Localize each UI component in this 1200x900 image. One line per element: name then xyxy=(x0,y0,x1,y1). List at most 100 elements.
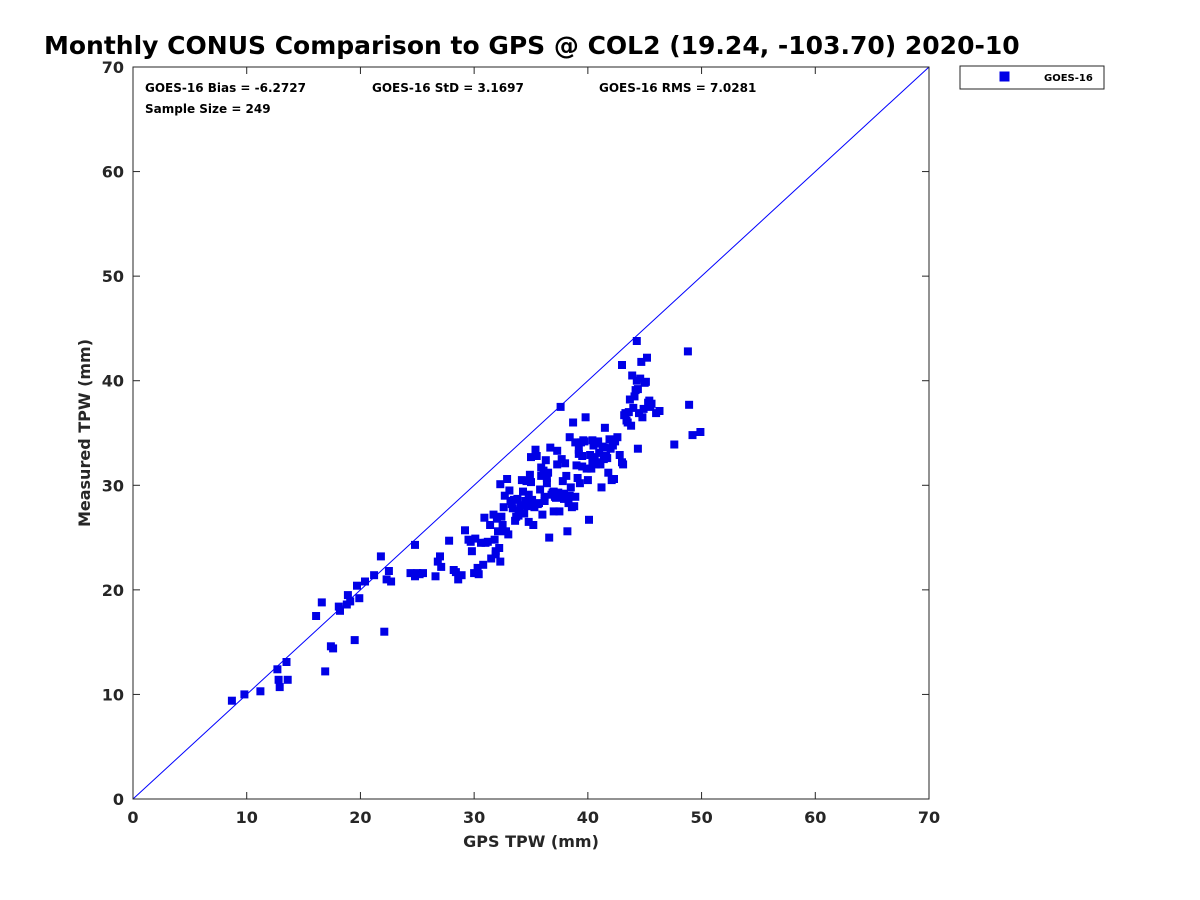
data-point xyxy=(565,433,574,442)
data-point xyxy=(355,594,364,603)
data-point xyxy=(411,540,419,549)
data-point xyxy=(637,357,646,366)
data-point xyxy=(602,452,611,460)
x-tick-label: 60 xyxy=(804,808,826,827)
stat-std: GOES-16 StD = 3.1697 xyxy=(372,81,524,95)
data-point xyxy=(274,675,283,684)
x-tick-label: 30 xyxy=(463,808,485,827)
data-point xyxy=(560,489,568,498)
data-point xyxy=(588,457,597,466)
data-point xyxy=(582,464,591,473)
data-point xyxy=(542,479,551,488)
data-point xyxy=(585,515,593,524)
data-point xyxy=(523,502,532,511)
data-point xyxy=(611,437,620,446)
data-point xyxy=(240,690,249,699)
x-axis-label: GPS TPW (mm) xyxy=(463,832,599,851)
data-point xyxy=(541,456,550,465)
legend-marker-goes16 xyxy=(999,71,1010,82)
data-point xyxy=(586,451,595,459)
data-point xyxy=(549,507,558,516)
data-point xyxy=(350,636,359,645)
data-point xyxy=(537,471,546,480)
data-point xyxy=(477,538,485,547)
data-point xyxy=(558,477,567,486)
data-point xyxy=(273,665,282,674)
data-point xyxy=(451,568,460,577)
data-point xyxy=(613,433,622,442)
data-point xyxy=(555,507,564,516)
data-point xyxy=(505,486,514,495)
data-point xyxy=(628,371,637,380)
chart-title: Monthly CONUS Comparison to GPS @ COL2 (… xyxy=(44,31,1020,60)
x-tick-label: 20 xyxy=(349,808,371,827)
data-point xyxy=(343,591,352,600)
data-point xyxy=(515,506,524,515)
data-point xyxy=(282,658,291,666)
data-point xyxy=(566,483,575,492)
data-point xyxy=(471,534,480,543)
data-point xyxy=(540,497,549,505)
data-point xyxy=(696,428,705,436)
data-point xyxy=(554,488,563,497)
one-to-one-reference-line xyxy=(132,66,930,800)
data-point xyxy=(531,445,540,454)
data-point xyxy=(549,487,558,496)
data-point xyxy=(516,501,525,510)
data-point xyxy=(544,468,553,477)
data-point xyxy=(517,476,526,485)
data-point xyxy=(542,474,551,482)
y-tick-label: 0 xyxy=(113,790,124,809)
data-point xyxy=(508,504,517,513)
data-point xyxy=(633,444,642,453)
data-point xyxy=(627,421,636,430)
data-point xyxy=(334,602,343,611)
y-tick-label: 10 xyxy=(102,685,124,704)
y-tick-label: 20 xyxy=(102,581,124,600)
data-point xyxy=(622,416,631,425)
data-point xyxy=(643,353,651,362)
data-point xyxy=(486,521,495,529)
data-point xyxy=(565,491,574,500)
data-point xyxy=(639,404,648,413)
y-axis-label: Measured TPW (mm) xyxy=(75,339,94,527)
data-point xyxy=(283,675,292,684)
data-point xyxy=(587,464,596,473)
legend-box xyxy=(959,65,1105,90)
data-point xyxy=(527,453,535,462)
data-point xyxy=(632,337,641,345)
data-point xyxy=(509,495,518,504)
data-point xyxy=(490,535,499,544)
data-point xyxy=(532,452,541,460)
data-point xyxy=(553,460,562,469)
data-point xyxy=(525,470,534,479)
scatter-points xyxy=(227,337,705,705)
data-point xyxy=(503,475,512,483)
data-point xyxy=(499,503,508,512)
data-point xyxy=(480,513,489,522)
data-point xyxy=(538,510,547,519)
data-point xyxy=(406,569,415,578)
data-point xyxy=(688,431,697,440)
x-tick-label: 70 xyxy=(918,808,940,827)
data-point xyxy=(445,536,454,545)
x-tick-label: 10 xyxy=(236,808,258,827)
data-point xyxy=(528,495,537,504)
data-point xyxy=(494,527,502,536)
data-point xyxy=(498,521,507,529)
legend-label-goes16: GOES-16 xyxy=(1044,73,1093,84)
data-point xyxy=(594,439,603,448)
data-point xyxy=(581,413,590,422)
data-point xyxy=(620,411,629,420)
data-point xyxy=(624,408,633,417)
data-point xyxy=(590,453,599,462)
x-axis-ticks: 0 10 20 30 40 50 60 70 xyxy=(127,67,940,827)
data-point xyxy=(564,499,573,508)
data-point xyxy=(595,448,604,457)
data-point xyxy=(496,480,505,489)
data-point xyxy=(431,572,440,581)
data-point xyxy=(635,409,643,418)
data-point xyxy=(321,667,330,676)
data-point xyxy=(329,644,338,653)
